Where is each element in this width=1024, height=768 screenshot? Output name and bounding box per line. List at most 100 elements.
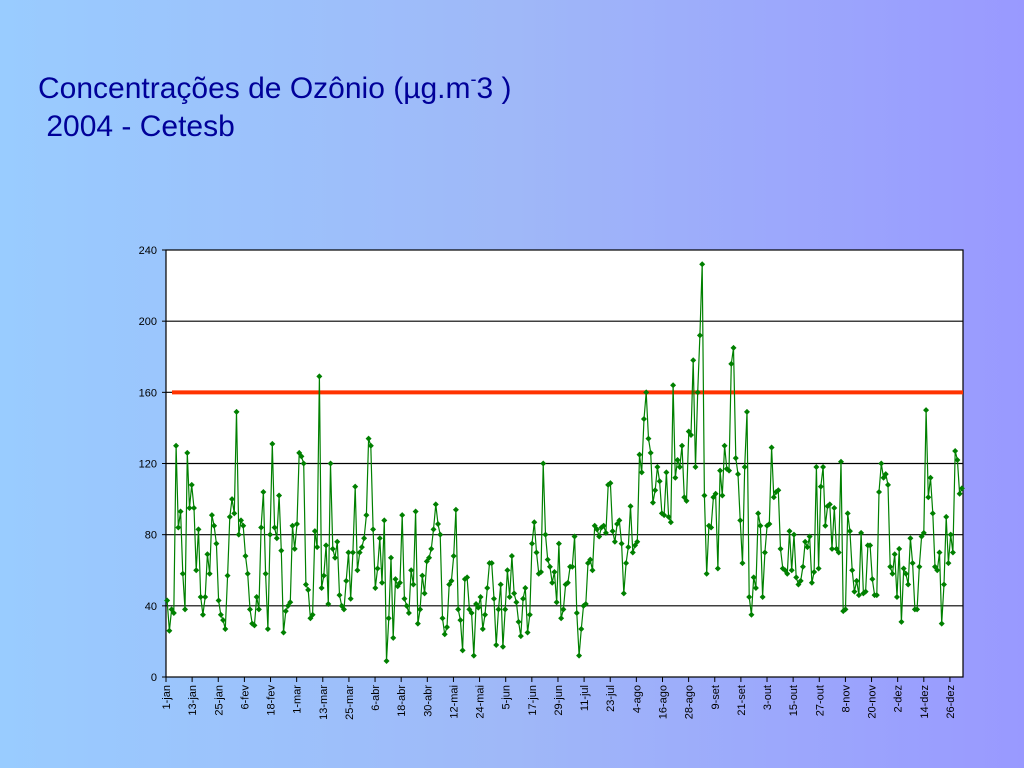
data-point [204,551,211,558]
data-point [596,533,603,540]
x-tick-label: 9-set [710,685,722,709]
data-point [741,464,748,471]
data-point [199,611,206,618]
data-point [873,592,880,599]
data-point [701,492,708,499]
x-tick-label: 4-ago [631,685,643,713]
x-tick-label: 13-mar [318,685,330,720]
title-line1-text: Concentrações de Ozônio (µg.m [38,72,471,105]
data-point [437,531,444,538]
data-point [609,528,616,535]
data-point [835,549,842,556]
x-tick-label: 25-mar [344,685,356,720]
title-superscript: - [470,69,477,89]
data-point [475,604,482,611]
data-point [696,332,703,339]
data-point [441,631,448,638]
data-point [255,606,262,613]
data-point [329,545,336,552]
x-tick-label: 28-ago [684,685,696,719]
data-point [952,448,959,455]
data-point [302,581,309,588]
data-point [582,601,589,608]
data-point [217,611,224,618]
data-point [902,570,909,577]
data-point [752,585,759,592]
data-point [907,535,914,542]
data-point [692,464,699,471]
data-point [537,569,544,576]
data-point [914,606,921,613]
data-point [226,513,233,520]
data-point [891,551,898,558]
data-point [755,510,762,517]
data-point [417,606,424,613]
data-point [363,512,370,519]
data-point [683,497,690,504]
data-point [893,593,900,600]
x-tick-label: 3-out [762,685,774,710]
data-point [349,549,356,556]
data-point [634,538,641,545]
data-point [320,572,327,579]
data-point [708,524,715,531]
data-point [479,625,486,632]
data-point [327,460,334,467]
data-point [627,503,634,510]
data-point [661,512,668,519]
data-point [426,554,433,561]
data-point [412,508,419,515]
data-point [647,449,654,456]
x-tick-label: 14-dez [919,685,931,719]
data-point [629,549,636,556]
data-point [721,442,728,449]
data-point [853,577,860,584]
data-point [459,647,466,654]
data-point [625,544,632,551]
data-point [665,513,672,520]
x-tick-label: 25-jan [213,685,225,716]
data-point [676,464,683,471]
x-tick-label: 29-jun [553,685,565,716]
data-point [735,471,742,478]
data-point [173,442,180,449]
data-point [956,490,963,497]
data-point [177,508,184,515]
data-point [379,579,386,586]
data-point [291,545,298,552]
data-point [855,592,862,599]
data-point [549,579,556,586]
data-point [663,469,670,476]
x-tick-label: 13-jan [187,685,199,716]
data-point [652,487,659,494]
data-point [938,620,945,627]
data-point [649,499,656,506]
data-point [822,522,829,529]
y-tick-label: 0 [151,672,157,684]
data-point [811,569,818,576]
data-point [396,579,403,586]
data-point [616,517,623,524]
data-point [340,606,347,613]
data-point [229,496,236,503]
data-point [784,570,791,577]
data-point [802,538,809,545]
data-point [896,545,903,552]
data-point [793,574,800,581]
data-point [244,570,251,577]
data-point [920,529,927,536]
data-point [280,629,287,636]
data-point [197,593,204,600]
data-point [323,542,330,549]
data-point [287,599,294,606]
data-point [477,593,484,600]
data-point [482,611,489,618]
data-point [166,627,173,634]
data-point [179,570,186,577]
data-point [493,641,500,648]
data-point [513,599,520,606]
data-point [925,494,932,501]
data-point [909,560,916,567]
data-point [325,601,332,608]
data-point [311,528,318,535]
